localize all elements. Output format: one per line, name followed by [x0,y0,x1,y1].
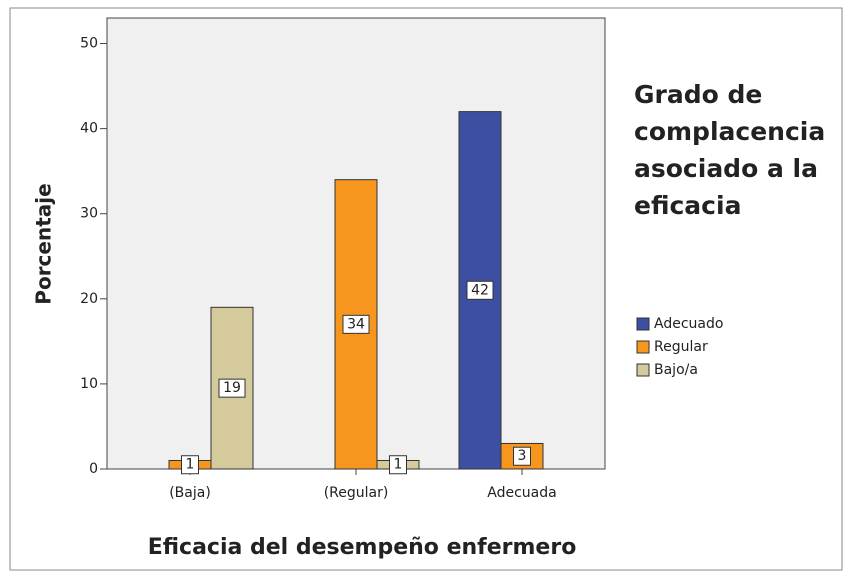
data-label: 34 [347,316,365,332]
y-tick-label: 10 [80,376,98,392]
data-label-box [218,378,246,398]
chart-title: Grado de complacencia asociado a la efic… [634,80,826,220]
legend-swatch [636,363,650,377]
data-label: 42 [471,282,489,298]
legend-swatch [636,340,650,354]
y-tick-label: 20 [80,291,98,307]
data-label: 19 [223,380,241,396]
legend-label: Regular [654,339,708,355]
legend-label: Adecuado [654,316,723,332]
data-label: 1 [186,457,195,473]
data-label: 3 [518,448,527,464]
legend-label: Bajo/a [654,362,698,378]
y-axis-title: Porcentaje [32,183,56,304]
x-tick-label: Adecuada [487,485,556,501]
y-tick-label: 50 [80,36,98,52]
data-label-box [466,280,494,300]
data-label-box [513,446,531,466]
x-axis-title: Eficacia del desempeño enfermero [148,535,577,560]
bar [210,306,254,470]
data-label-box [342,314,370,334]
legend-swatch [636,317,650,331]
y-tick-label: 0 [89,461,98,477]
data-label-box [181,455,199,475]
x-tick-label: (Baja) [169,485,211,501]
data-label-box [389,455,407,475]
data-label: 1 [394,457,403,473]
y-tick-label: 30 [80,206,98,222]
x-tick-label: (Regular) [324,485,389,501]
y-tick-label: 40 [80,121,98,137]
